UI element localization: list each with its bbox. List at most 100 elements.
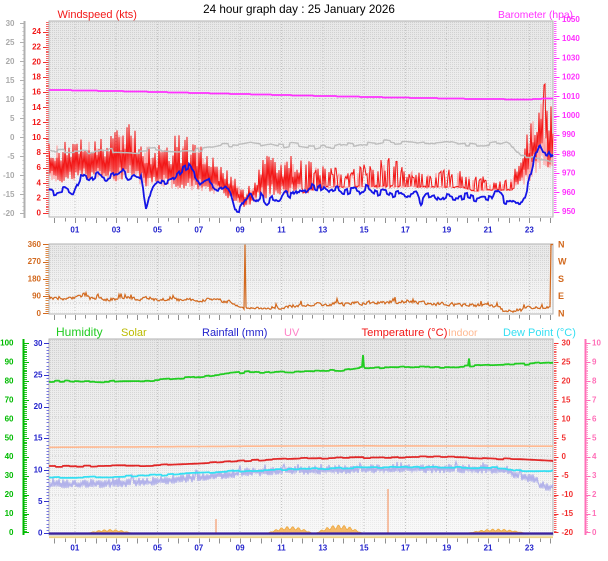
svg-text:1020: 1020 — [562, 73, 580, 82]
svg-text:980: 980 — [562, 149, 576, 158]
svg-text:5: 5 — [592, 433, 597, 442]
svg-text:03: 03 — [112, 544, 121, 553]
svg-text:01: 01 — [70, 226, 79, 235]
svg-text:2: 2 — [37, 193, 42, 202]
svg-text:-15: -15 — [562, 509, 574, 518]
svg-text:18: 18 — [32, 73, 41, 82]
svg-text:30: 30 — [34, 339, 43, 348]
svg-text:950: 950 — [562, 207, 576, 216]
svg-text:12: 12 — [32, 118, 41, 127]
svg-text:1000: 1000 — [562, 111, 580, 120]
svg-text:15: 15 — [360, 544, 369, 553]
svg-text:-15: -15 — [3, 190, 15, 199]
svg-text:W: W — [558, 257, 567, 267]
svg-text:2: 2 — [592, 490, 597, 499]
svg-text:990: 990 — [562, 130, 576, 139]
svg-text:17: 17 — [401, 544, 410, 553]
svg-text:-20: -20 — [3, 209, 15, 218]
svg-text:20: 20 — [562, 376, 571, 385]
svg-text:11: 11 — [277, 544, 286, 553]
svg-text:960: 960 — [562, 188, 576, 197]
svg-text:13: 13 — [318, 544, 327, 553]
svg-text:20: 20 — [32, 57, 41, 66]
svg-text:10: 10 — [6, 95, 15, 104]
svg-text:15: 15 — [562, 395, 571, 404]
svg-text:Barometer (hpa): Barometer (hpa) — [498, 10, 573, 21]
svg-text:-5: -5 — [7, 152, 15, 161]
svg-text:0: 0 — [38, 529, 43, 538]
svg-text:25: 25 — [6, 38, 15, 47]
svg-text:S: S — [558, 274, 564, 284]
svg-text:970: 970 — [562, 169, 576, 178]
svg-text:Windspeed (kts): Windspeed (kts) — [58, 9, 137, 21]
svg-text:0: 0 — [10, 133, 15, 142]
svg-text:01: 01 — [70, 544, 79, 553]
svg-text:30: 30 — [6, 19, 15, 28]
svg-text:05: 05 — [153, 226, 162, 235]
svg-text:10: 10 — [592, 339, 601, 348]
svg-text:3: 3 — [592, 471, 597, 480]
svg-text:80: 80 — [5, 376, 14, 385]
svg-text:-5: -5 — [562, 471, 570, 480]
svg-text:23: 23 — [525, 226, 534, 235]
svg-text:7: 7 — [592, 395, 597, 404]
svg-text:0: 0 — [37, 309, 42, 318]
svg-text:07: 07 — [194, 544, 203, 553]
svg-text:Dew Point (°C): Dew Point (°C) — [503, 327, 576, 339]
svg-text:N: N — [558, 308, 565, 318]
svg-text:24: 24 — [32, 27, 41, 36]
svg-text:14: 14 — [32, 103, 41, 112]
svg-text:UV: UV — [284, 327, 300, 339]
svg-text:30: 30 — [562, 339, 571, 348]
svg-text:0: 0 — [592, 528, 597, 537]
svg-text:N: N — [558, 240, 565, 250]
svg-text:5: 5 — [10, 114, 15, 123]
svg-text:Humidity: Humidity — [56, 325, 103, 339]
svg-text:15: 15 — [6, 76, 15, 85]
svg-text:22: 22 — [32, 42, 41, 51]
svg-text:10: 10 — [5, 509, 14, 518]
svg-text:09: 09 — [236, 226, 245, 235]
svg-text:10: 10 — [32, 133, 41, 142]
svg-text:19: 19 — [442, 544, 451, 553]
svg-text:0: 0 — [37, 209, 42, 218]
svg-text:4: 4 — [592, 452, 597, 461]
svg-text:1030: 1030 — [562, 53, 580, 62]
svg-text:21: 21 — [484, 226, 493, 235]
svg-text:90: 90 — [5, 357, 14, 366]
svg-text:180: 180 — [28, 274, 42, 283]
svg-text:17: 17 — [401, 226, 410, 235]
svg-text:23: 23 — [525, 544, 534, 553]
svg-text:360: 360 — [28, 240, 42, 249]
svg-text:6: 6 — [592, 414, 597, 423]
svg-text:90: 90 — [32, 292, 41, 301]
svg-text:270: 270 — [28, 257, 42, 266]
svg-text:1040: 1040 — [562, 34, 580, 43]
svg-text:Indoor: Indoor — [448, 328, 478, 339]
svg-text:20: 20 — [6, 57, 15, 66]
svg-text:03: 03 — [112, 226, 121, 235]
svg-text:13: 13 — [318, 226, 327, 235]
svg-text:-10: -10 — [3, 171, 15, 180]
svg-text:09: 09 — [236, 544, 245, 553]
svg-text:25: 25 — [562, 357, 571, 366]
svg-text:-10: -10 — [562, 490, 574, 499]
svg-text:Solar: Solar — [121, 327, 147, 339]
svg-text:6: 6 — [37, 163, 42, 172]
svg-text:25: 25 — [34, 371, 43, 380]
svg-text:30: 30 — [5, 471, 14, 480]
svg-text:0: 0 — [9, 528, 14, 537]
svg-text:05: 05 — [153, 544, 162, 553]
svg-text:1: 1 — [592, 509, 597, 518]
svg-text:1010: 1010 — [562, 92, 580, 101]
svg-text:15: 15 — [360, 226, 369, 235]
svg-text:-20: -20 — [562, 528, 574, 537]
svg-text:20: 20 — [5, 490, 14, 499]
svg-text:Rainfall (mm): Rainfall (mm) — [202, 327, 267, 339]
svg-text:5: 5 — [562, 433, 567, 442]
svg-text:70: 70 — [5, 395, 14, 404]
svg-text:8: 8 — [592, 376, 597, 385]
svg-text:07: 07 — [194, 226, 203, 235]
svg-text:4: 4 — [37, 178, 42, 187]
svg-text:9: 9 — [592, 357, 597, 366]
